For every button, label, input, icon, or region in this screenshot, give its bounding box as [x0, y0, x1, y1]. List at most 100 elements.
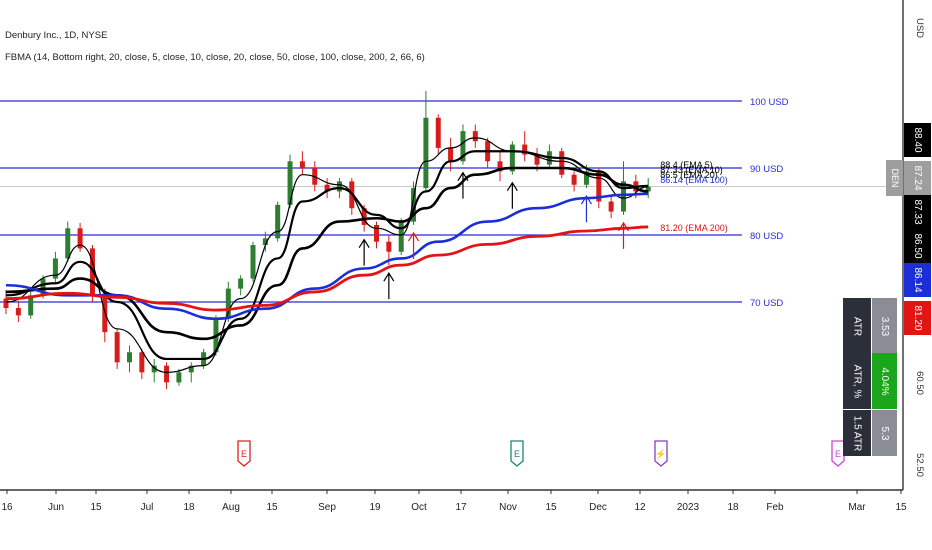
ma-label: 87.33 (EMA 10)	[660, 165, 723, 175]
candle-body	[262, 238, 268, 246]
candle-body	[176, 372, 182, 383]
ma-label: 86.14 (EMA 100)	[660, 175, 728, 185]
event-marker-earnings	[831, 440, 845, 467]
price-badge-label: 88.40	[912, 127, 923, 152]
time-tick-label: Mar	[848, 502, 866, 513]
level-label: 90 USD	[750, 164, 783, 175]
price-badge	[904, 229, 931, 263]
candle-body	[250, 245, 256, 279]
atr-value: 5.3	[879, 427, 890, 441]
candle-body	[3, 298, 9, 309]
time-tick-label: Dec	[589, 502, 607, 513]
event-marker-earnings	[237, 440, 251, 467]
event-markers: E E ⚡ E	[237, 440, 845, 467]
chart-header: Denbury Inc., 1D, NYSE FBMA (14, Bottom …	[5, 30, 425, 63]
atr-value: 3.53	[879, 317, 890, 337]
candle-body	[497, 161, 503, 172]
price-badges: 88.40 87.24 87.33 86.50 86.14 81.20 DEN	[886, 123, 931, 335]
atr-label: ATR, %	[851, 365, 862, 399]
price-badge	[904, 161, 931, 195]
signal-arrow	[457, 171, 469, 199]
candle-body	[645, 186, 651, 192]
candle-body	[188, 365, 194, 373]
event-marker-split	[654, 440, 668, 467]
moving-averages	[5, 137, 649, 373]
candle-body	[102, 295, 108, 333]
time-tick-label: 2023	[677, 502, 700, 513]
candle-body	[52, 258, 58, 279]
time-tick-label: Sep	[318, 502, 336, 513]
event-letter: E	[514, 449, 520, 459]
time-tick-label: 18	[183, 502, 195, 513]
price-badge-label: 86.50	[912, 233, 923, 258]
price-tick-label: 60.50	[914, 371, 925, 395]
time-tick-label: 19	[369, 502, 381, 513]
candle-body	[336, 181, 342, 192]
candle-body	[275, 204, 281, 239]
atr-label-cell	[843, 298, 871, 354]
atr-value: 4.04%	[879, 367, 890, 395]
candle-body	[238, 278, 244, 289]
time-tick-label: Feb	[766, 502, 784, 513]
candle-body	[114, 332, 120, 363]
candle-body	[398, 221, 404, 252]
atr-value-cell	[872, 298, 897, 354]
time-tick-label: 17	[455, 502, 467, 513]
price-badge	[904, 123, 931, 157]
atr-label-cell	[843, 410, 871, 456]
candle-body	[448, 147, 454, 162]
candle-body	[127, 352, 132, 363]
symbol-tag	[886, 160, 903, 196]
event-letter: ⚡	[655, 448, 666, 460]
atr-label: ATR	[851, 317, 862, 336]
time-tick-label: Oct	[411, 502, 427, 513]
indicator-legend[interactable]: FBMA (14, Bottom right, 20, close, 5, cl…	[5, 52, 425, 63]
symbol-title[interactable]: Denbury Inc., 1D, NYSE	[5, 30, 108, 41]
ma-label: 81.20 (EMA 200)	[660, 223, 728, 233]
candle-body	[28, 295, 34, 316]
axes: 16 Jun 15 Jul 18 Aug 15 Sep 19 Oct 17 Nov 15 Dec 12 202…	[0, 0, 925, 513]
candle-body	[571, 174, 577, 185]
candle-body	[374, 224, 379, 242]
price-badge	[904, 301, 931, 335]
candle-body	[621, 181, 626, 212]
candle-body	[386, 241, 392, 252]
price-badge-label: 86.14	[912, 267, 923, 292]
candles	[3, 90, 651, 390]
price-badge	[904, 263, 931, 297]
atr-label: 1.5 ATR	[851, 416, 862, 451]
candle-body	[534, 154, 540, 165]
price-badge-label: 87.33	[912, 199, 923, 224]
atr-value-cell	[872, 353, 897, 409]
time-tick-label: 15	[895, 502, 907, 513]
candle-body	[522, 144, 528, 155]
ema-line	[5, 225, 649, 312]
event-letter: E	[241, 449, 247, 459]
signal-arrow	[383, 272, 395, 300]
time-tick-label: Jul	[141, 502, 154, 513]
signal-arrow	[617, 221, 630, 249]
candle-body	[139, 352, 145, 373]
price-badge	[904, 195, 931, 229]
candle-body	[65, 228, 71, 259]
time-tick-label: Aug	[222, 502, 240, 513]
candle-body	[151, 365, 157, 373]
time-tick-label: 15	[90, 502, 102, 513]
ma-label: 86.5 (EMA 20)	[660, 170, 718, 180]
candle-body	[460, 131, 466, 162]
time-tick-label: 15	[266, 502, 278, 513]
price-levels: 100 USD 90 USD 80 USD 70 USD	[0, 97, 903, 309]
candle-body	[164, 365, 170, 383]
candle-body	[287, 161, 293, 205]
ema-line	[5, 150, 649, 361]
price-badge-label: 81.20	[912, 305, 923, 330]
price-tick-label: 52.50	[914, 453, 925, 477]
level-label: 70 USD	[750, 298, 783, 309]
atr-table: ATR 3.53 ATR, % 4.04% 1.5 ATR 5.3	[843, 298, 897, 456]
candle-body	[608, 201, 614, 212]
level-label: 80 USD	[750, 231, 783, 242]
candle-body	[411, 188, 417, 222]
candle-body	[423, 117, 429, 189]
